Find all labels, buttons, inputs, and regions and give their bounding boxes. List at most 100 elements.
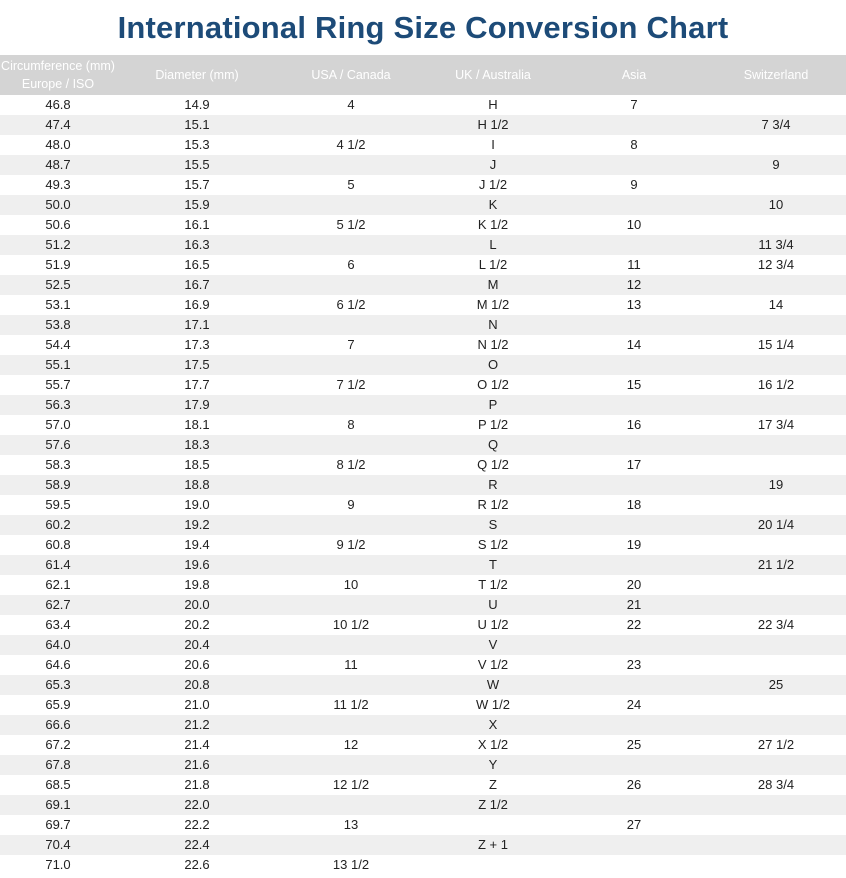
cell-asia [562, 395, 706, 415]
cell-asia: 10 [626, 217, 642, 232]
cell-switzerland [706, 855, 846, 875]
cell-switzerland [706, 95, 846, 115]
cell-circumference: 46.8 [45, 97, 71, 112]
cell-usa-canada: 8 [347, 417, 355, 432]
table-row: 51.2 16.3 L 11 3/4 [0, 235, 846, 255]
cell-diameter: 22.2 [184, 817, 210, 832]
cell-diameter: 22.6 [184, 857, 210, 872]
ring-size-table: Circumference (mm) Europe / ISO Diameter … [0, 55, 846, 875]
cell-uk-australia: I [491, 137, 495, 152]
header-uk-australia: UK / Australia [424, 55, 562, 95]
cell-usa-canada: 13 1/2 [332, 857, 370, 872]
cell-usa-canada: 10 [343, 577, 359, 592]
cell-uk-australia: L [424, 235, 562, 255]
cell-diameter: 16.3 [116, 235, 278, 255]
cell-usa-canada [278, 155, 424, 175]
cell-usa-canada [278, 555, 424, 575]
cell-uk-australia [424, 815, 562, 835]
cell-circumference: 67.8 [0, 755, 116, 775]
cell-switzerland [706, 595, 846, 615]
cell-usa-canada [278, 115, 424, 135]
cell-switzerland [706, 835, 846, 855]
cell-circumference: 60.2 [0, 515, 116, 535]
cell-switzerland [706, 275, 846, 295]
cell-diameter: 21.6 [116, 755, 278, 775]
cell-circumference: 57.0 [45, 417, 71, 432]
cell-diameter: 21.2 [116, 715, 278, 735]
cell-asia: 8 [630, 137, 638, 152]
cell-asia: 16 [626, 417, 642, 432]
cell-switzerland: 17 3/4 [757, 417, 795, 432]
table-row: 53.1 16.9 6 1/2 M 1/2 13 14 [0, 295, 846, 315]
cell-switzerland [706, 315, 846, 335]
table-row: 65.9 21.0 11 1/2 W 1/2 24 [0, 695, 846, 715]
cell-uk-australia: O 1/2 [477, 377, 509, 392]
cell-usa-canada [278, 635, 424, 655]
cell-uk-australia: Z [489, 777, 497, 792]
cell-asia: 23 [626, 657, 642, 672]
cell-uk-australia: K [424, 195, 562, 215]
cell-uk-australia: M 1/2 [476, 297, 510, 312]
table-row: 63.4 20.2 10 1/2 U 1/2 22 22 3/4 [0, 615, 846, 635]
cell-asia [562, 855, 706, 875]
cell-uk-australia: R 1/2 [477, 497, 509, 512]
cell-asia: 22 [626, 617, 642, 632]
cell-uk-australia: M [424, 275, 562, 295]
cell-asia: 21 [562, 595, 706, 615]
cell-diameter: 19.2 [116, 515, 278, 535]
table-row: 60.8 19.4 9 1/2 S 1/2 19 [0, 535, 846, 555]
cell-switzerland [706, 715, 846, 735]
cell-usa-canada [278, 835, 424, 855]
cell-uk-australia [424, 855, 562, 875]
cell-usa-canada: 4 1/2 [336, 137, 366, 152]
cell-diameter: 19.0 [184, 497, 210, 512]
cell-usa-canada [278, 595, 424, 615]
cell-usa-canada: 11 1/2 [333, 697, 369, 712]
cell-usa-canada [278, 315, 424, 335]
cell-switzerland [706, 755, 846, 775]
cell-uk-australia: Z + 1 [424, 835, 562, 855]
table-row: 57.6 18.3 Q [0, 435, 846, 455]
cell-usa-canada [278, 355, 424, 375]
cell-uk-australia: N 1/2 [477, 337, 509, 352]
cell-diameter: 21.8 [184, 777, 210, 792]
cell-uk-australia: Q 1/2 [477, 457, 509, 472]
cell-asia [562, 755, 706, 775]
cell-switzerland [706, 355, 846, 375]
cell-usa-canada [278, 675, 424, 695]
cell-switzerland: 9 [706, 155, 846, 175]
cell-circumference: 50.0 [0, 195, 116, 215]
cell-circumference: 48.7 [0, 155, 116, 175]
cell-diameter: 20.4 [116, 635, 278, 655]
cell-circumference: 67.2 [45, 737, 71, 752]
table-row: 68.5 21.8 12 1/2 Z 26 28 3/4 [0, 775, 846, 795]
cell-diameter: 15.1 [116, 115, 278, 135]
cell-asia: 7 [630, 97, 638, 112]
header-circumference-line1: Circumference (mm) [1, 59, 115, 73]
cell-diameter: 22.0 [116, 795, 278, 815]
table-row: 66.6 21.2 X [0, 715, 846, 735]
table-row: 48.7 15.5 J 9 [0, 155, 846, 175]
header-circumference: Circumference (mm) Europe / ISO [0, 55, 116, 95]
cell-circumference: 56.3 [0, 395, 116, 415]
cell-asia: 27 [626, 817, 642, 832]
cell-uk-australia: O [424, 355, 562, 375]
cell-circumference: 57.6 [0, 435, 116, 455]
cell-asia [562, 475, 706, 495]
cell-diameter: 21.0 [184, 697, 210, 712]
cell-uk-australia: J [424, 155, 562, 175]
cell-asia: 20 [626, 577, 642, 592]
cell-diameter: 16.7 [116, 275, 278, 295]
cell-circumference: 61.4 [0, 555, 116, 575]
cell-diameter: 19.6 [116, 555, 278, 575]
cell-uk-australia: V 1/2 [477, 657, 509, 672]
table-row: 71.0 22.6 13 1/2 [0, 855, 846, 875]
cell-uk-australia: S 1/2 [477, 537, 509, 552]
cell-usa-canada: 9 [347, 497, 355, 512]
cell-usa-canada: 6 [347, 257, 355, 272]
cell-switzerland: 28 3/4 [757, 777, 795, 792]
cell-switzerland: 21 1/2 [706, 555, 846, 575]
cell-switzerland: 10 [706, 195, 846, 215]
cell-uk-australia: H [488, 97, 498, 112]
cell-diameter: 15.5 [116, 155, 278, 175]
